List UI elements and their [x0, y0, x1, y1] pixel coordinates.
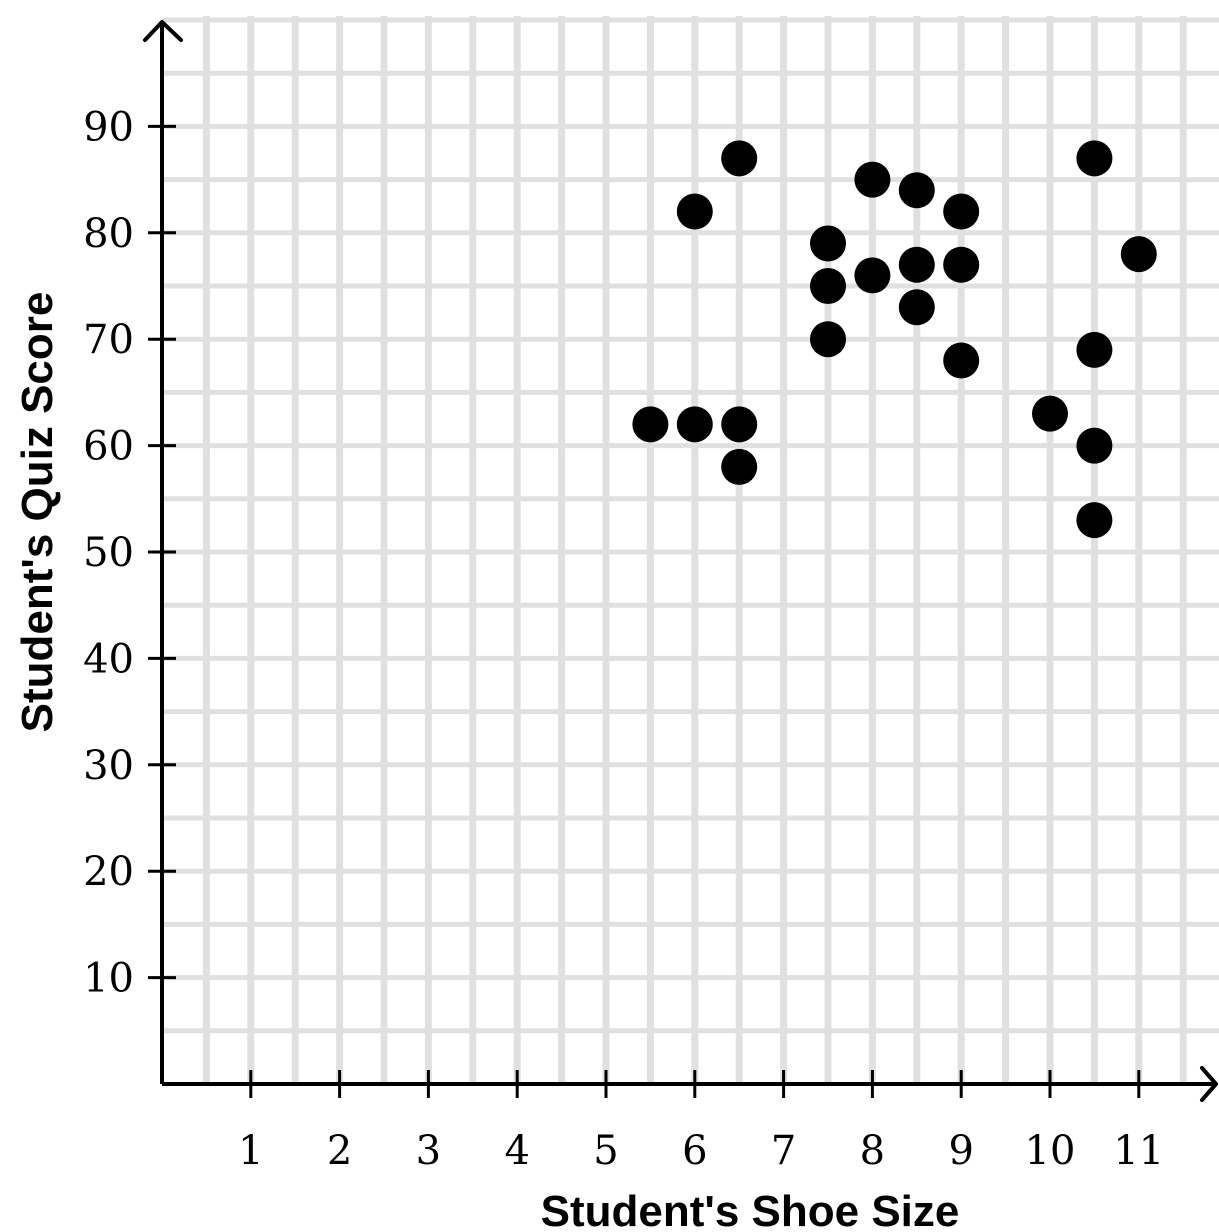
y-tick-label: 30 — [83, 743, 134, 789]
y-tick-label: 90 — [83, 104, 134, 150]
y-tick-label: 70 — [83, 317, 134, 363]
data-point — [1032, 395, 1068, 432]
x-tick-label: 7 — [771, 1128, 796, 1174]
y-tick-label: 80 — [83, 211, 134, 257]
data-point — [898, 289, 935, 326]
data-point — [1076, 331, 1113, 368]
x-tick-label: 4 — [504, 1128, 529, 1174]
data-point — [854, 257, 891, 294]
data-point — [1120, 236, 1157, 273]
tick-labels: 1 2 3 4 5 6 7 8 9 10 11 10 20 30 40 50 60 70 80 90 — [83, 104, 1164, 1174]
x-axis-arrow-icon — [1200, 1066, 1218, 1102]
y-axis-title: Student's Quiz Score — [13, 292, 62, 733]
data-point — [632, 406, 669, 443]
x-tick-label: 9 — [948, 1128, 973, 1174]
y-tick-label: 20 — [83, 849, 134, 895]
x-tick-label: 1 — [238, 1128, 263, 1174]
y-tick-label: 50 — [83, 530, 134, 576]
data-point — [676, 406, 713, 443]
data-point — [810, 268, 846, 304]
x-tick-label: 8 — [860, 1128, 885, 1174]
y-tick-label: 60 — [83, 424, 134, 470]
ticks — [148, 124, 1141, 1098]
x-tick-label: 2 — [327, 1128, 352, 1174]
data-point — [1076, 427, 1113, 464]
x-tick-label: 11 — [1113, 1128, 1164, 1174]
x-tick-label: 6 — [682, 1128, 707, 1174]
data-point — [943, 193, 980, 230]
data-point — [943, 246, 980, 283]
data-points — [632, 140, 1157, 539]
axes — [143, 20, 1218, 1102]
x-axis-title: Student's Shoe Size — [541, 1187, 960, 1232]
data-point — [810, 321, 846, 358]
data-point — [854, 161, 891, 198]
data-point — [898, 172, 935, 209]
data-point — [898, 246, 935, 283]
data-point — [1076, 502, 1113, 539]
grid — [162, 16, 1219, 1084]
data-point — [943, 342, 980, 379]
y-tick-label: 40 — [83, 636, 134, 682]
data-point — [721, 406, 758, 443]
x-tick-label: 5 — [593, 1128, 618, 1174]
data-point — [676, 193, 713, 230]
data-point — [721, 140, 758, 177]
x-tick-label: 10 — [1025, 1128, 1076, 1174]
y-tick-label: 10 — [83, 956, 134, 1002]
data-point — [810, 225, 846, 262]
x-tick-label: 3 — [416, 1128, 441, 1174]
data-point — [721, 448, 758, 485]
y-axis-arrow-icon — [143, 20, 183, 42]
data-point — [1076, 140, 1113, 177]
